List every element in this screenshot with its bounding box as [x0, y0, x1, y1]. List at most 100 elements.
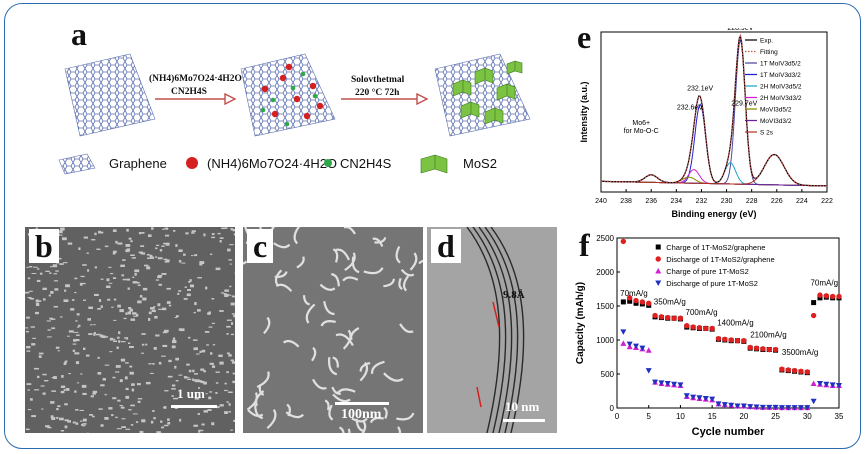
sem-flake [154, 315, 158, 319]
sem-flake [137, 400, 141, 403]
sem-flake [232, 228, 235, 232]
panel-label-b: b [29, 229, 59, 263]
sem-flake [83, 347, 86, 350]
sem-flake [210, 352, 213, 355]
rate-point-series-1 [829, 293, 836, 300]
sem-flake [146, 266, 151, 270]
scale-bar-b [171, 405, 217, 408]
sem-flake [141, 252, 146, 255]
sem-flake [64, 360, 68, 362]
sem-flake [138, 232, 142, 235]
sem-flake [29, 290, 33, 292]
rate-point-series-1 [652, 312, 658, 319]
sem-flake [137, 284, 141, 286]
sem-flake [113, 319, 117, 321]
sem-flake [347, 428, 351, 433]
sem-flake [121, 274, 125, 277]
sem-flake [104, 393, 107, 396]
sem-flake [209, 391, 213, 393]
sem-flake [175, 315, 179, 317]
sem-flake [152, 363, 155, 365]
sem-flake [175, 380, 179, 382]
sem-flake [171, 388, 176, 390]
sem-flake [188, 369, 192, 373]
sem-flake [148, 234, 152, 237]
sem-flake [156, 431, 161, 433]
sem-flake [140, 245, 145, 247]
sem-flake [81, 424, 83, 426]
rate-y-tick-label: 2500 [596, 234, 614, 243]
sem-flake [153, 306, 156, 308]
rate-y-tick-label: 2000 [596, 268, 614, 277]
rate-point-series-3 [633, 343, 640, 350]
sem-flake [29, 398, 33, 401]
sem-flake [173, 397, 178, 400]
sem-flake [159, 249, 163, 252]
sem-flake [82, 392, 87, 395]
step1-line1: (NH4)6Mo7O24·4H2O [149, 74, 242, 84]
sem-flake [53, 306, 58, 308]
sem-flake [305, 303, 316, 324]
sem-flake [25, 327, 29, 329]
sem-flake [46, 320, 51, 322]
sem-flake [187, 378, 192, 380]
sem-flake [122, 278, 127, 281]
sem-flake [168, 359, 172, 363]
sem-flake [135, 313, 139, 317]
sem-flake [209, 362, 214, 365]
sem-flake [139, 430, 144, 433]
sem-flake [217, 232, 221, 235]
xps-x-tick-label: 238 [620, 198, 632, 205]
sem-flake [89, 414, 93, 416]
sem-flake [224, 294, 229, 297]
rate-x-tick-label: 10 [676, 412, 685, 421]
sem-flake [158, 308, 163, 310]
sem-flake [136, 281, 140, 284]
sem-flake [73, 331, 79, 333]
sem-flake [75, 422, 79, 425]
sem-flake [163, 258, 168, 260]
rate-point-series-3 [810, 398, 817, 405]
sem-flake [171, 395, 174, 397]
sem-flake [112, 397, 117, 400]
legend-graphene: Graphene [109, 156, 167, 171]
sem-flake [88, 333, 93, 335]
sem-flake [87, 269, 90, 272]
sem-flake [42, 392, 46, 395]
sem-flake [336, 388, 356, 395]
sem-flake [145, 343, 148, 346]
sem-flake [226, 319, 232, 321]
sem-flake [331, 386, 342, 395]
rate-legend-label: Discharge of 1T-MoS2/graphene [666, 255, 774, 264]
sem-flake [74, 292, 77, 294]
sem-flake [61, 375, 64, 378]
sem-flake [179, 328, 185, 332]
sem-flake [402, 275, 410, 292]
sem-flake [64, 419, 69, 422]
sem-flake [58, 230, 63, 234]
sem-flake [75, 320, 78, 322]
sem-flake [129, 346, 134, 348]
sem-flake [107, 298, 111, 301]
rate-current-label: 700mA/g [686, 308, 718, 317]
step2-line2: 220 °C 72h [355, 88, 400, 98]
sem-flake [228, 259, 233, 261]
sem-flake [129, 365, 133, 368]
sem-flake [175, 357, 179, 361]
sem-flake [141, 343, 145, 346]
sem-flake [104, 417, 109, 420]
sem-flake [163, 407, 166, 409]
sem-flake [27, 277, 31, 280]
sem-flake [41, 408, 44, 410]
sem-flake [363, 267, 384, 275]
rate-point-series-1 [690, 324, 696, 330]
sem-flake [51, 417, 56, 420]
rate-point-series-3 [734, 403, 741, 409]
sem-flake [119, 309, 124, 313]
sem-flake [136, 383, 141, 386]
sem-flake [113, 298, 117, 301]
rate-x-tick-label: 35 [835, 412, 844, 421]
sem-flake [45, 270, 50, 272]
sem-flake [174, 365, 177, 369]
sem-flake [139, 295, 143, 298]
